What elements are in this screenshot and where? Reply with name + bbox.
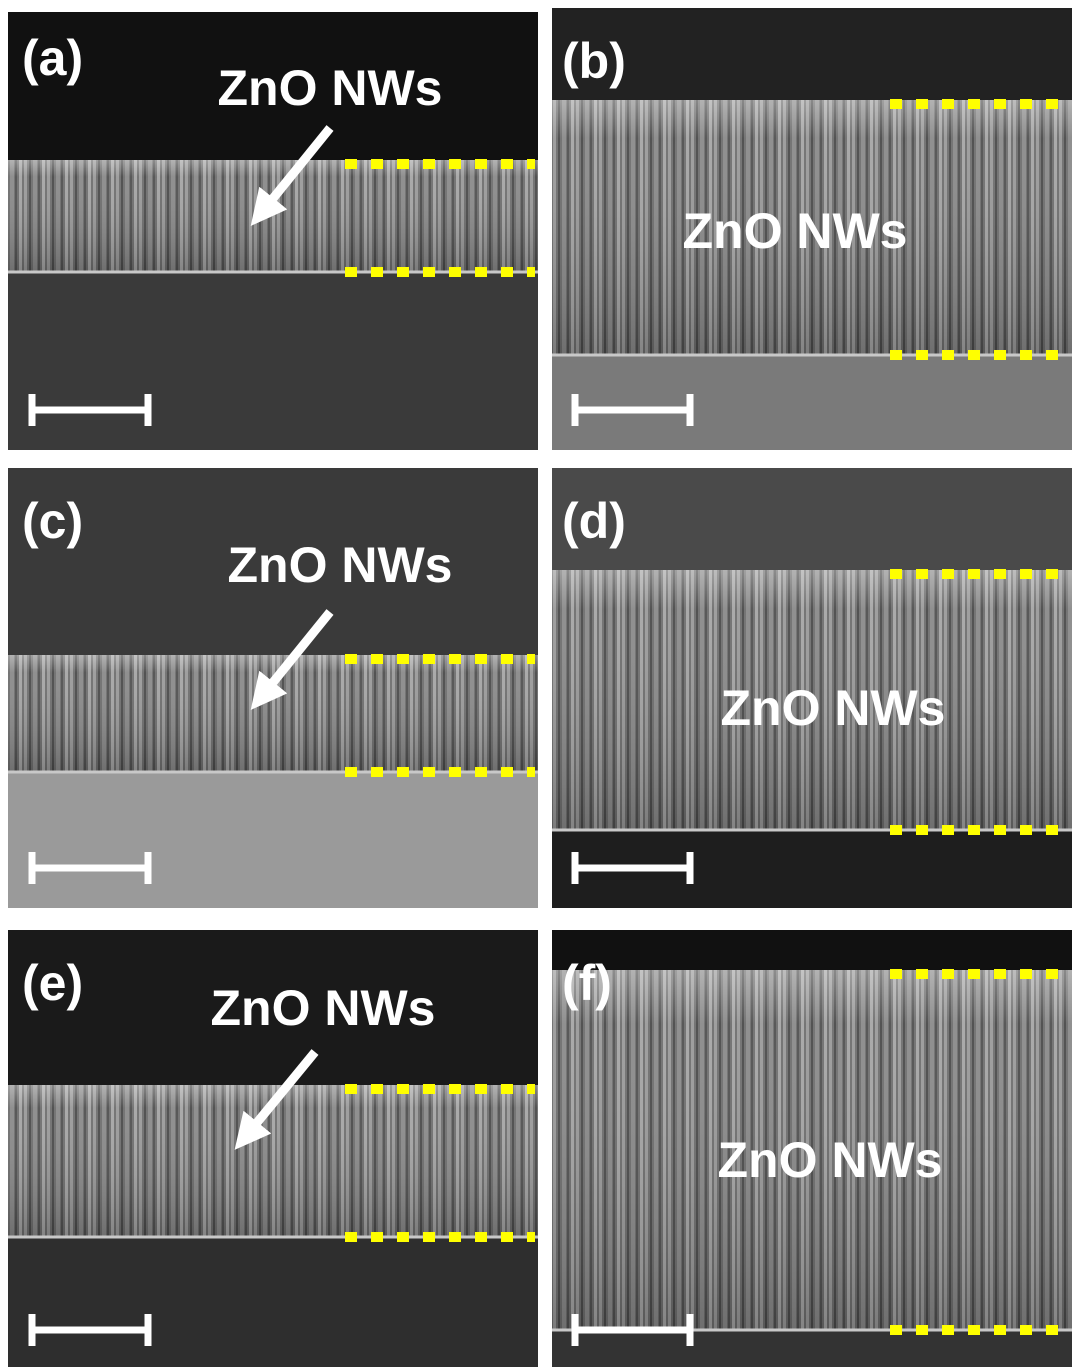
annotation-label: ZnO NWs <box>218 60 443 116</box>
page: (a) ZnO NWs (b) ZnO NWs (c) ZnO NWs (d) ZnO NWs… <box>0 0 1072 1367</box>
annotation-label: ZnO NWs <box>718 1132 943 1188</box>
sem-panel: (c) ZnO NWs <box>8 468 538 908</box>
sem-panel: (d) ZnO NWs <box>552 468 1072 908</box>
annotation-label: ZnO NWs <box>211 980 436 1036</box>
substrate <box>8 272 538 450</box>
panel-label: (b) <box>562 33 626 89</box>
annotation-label: ZnO NWs <box>228 537 453 593</box>
sem-panel: (f) ZnO NWs <box>552 930 1072 1367</box>
sem-panel: (b) ZnO NWs <box>552 8 1072 450</box>
substrate <box>8 1237 538 1367</box>
sem-panel: (a) ZnO NWs <box>8 12 538 450</box>
substrate <box>552 1330 1072 1367</box>
panel-label: (a) <box>22 30 83 86</box>
nanowire-shading <box>8 160 538 272</box>
panel-label: (d) <box>562 493 626 549</box>
panel-label: (c) <box>22 493 83 549</box>
substrate <box>8 772 538 908</box>
panel-label: (e) <box>22 955 83 1011</box>
substrate <box>552 355 1072 450</box>
nanowire-shading <box>8 655 538 772</box>
annotation-label: ZnO NWs <box>683 203 908 259</box>
figure: (a) ZnO NWs (b) ZnO NWs (c) ZnO NWs (d) ZnO NWs… <box>0 0 1072 1367</box>
panel-label: (f) <box>562 955 612 1011</box>
sem-panel: (e) ZnO NWs <box>8 930 538 1367</box>
annotation-label: ZnO NWs <box>721 680 946 736</box>
